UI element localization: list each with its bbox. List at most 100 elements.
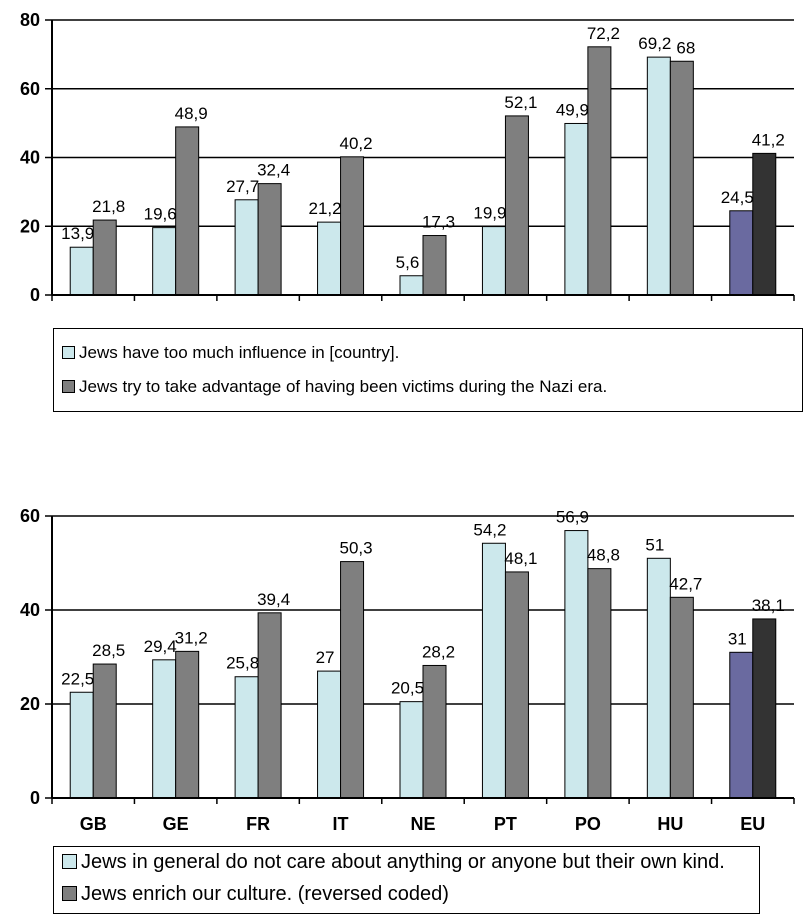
bar-series1 <box>729 651 754 799</box>
bar-series2 <box>587 46 612 296</box>
data-label-series1: 24,5 <box>721 188 754 207</box>
legend-bottom: Jews in general do not care about anythi… <box>53 846 760 914</box>
bar-series1 <box>234 199 259 296</box>
legend-swatch-series2 <box>62 380 75 393</box>
bar-series1 <box>234 676 259 799</box>
bar-series1 <box>481 542 506 799</box>
bar-series1 <box>152 227 177 296</box>
bar-series1 <box>564 530 589 799</box>
legend-label-series1: Jews have too much influence in [country… <box>79 343 400 362</box>
x-tick-label: IT <box>333 814 349 834</box>
legend-item-series2: Jews enrich our culture. (reversed coded… <box>62 883 449 906</box>
bar-series1 <box>317 670 342 799</box>
bar-series2 <box>92 219 117 296</box>
bar-series1 <box>729 210 754 296</box>
bar-series2 <box>175 650 200 799</box>
data-label-series2: 41,2 <box>752 130 785 149</box>
bar-series2 <box>257 183 282 296</box>
data-label-series1: 22,5 <box>61 669 94 688</box>
x-tick-label: HU <box>657 814 683 834</box>
data-label-series1: 31 <box>728 629 747 648</box>
bar-series2 <box>587 568 612 799</box>
data-label-series1: 19,9 <box>473 204 506 223</box>
data-label-series1: 27 <box>316 648 335 667</box>
x-tick-label: PO <box>575 814 601 834</box>
y-tick-label: 0 <box>30 285 40 305</box>
data-label-series2: 21,8 <box>92 197 125 216</box>
data-label-series2: 28,5 <box>92 641 125 660</box>
chart-top: 02040608013,921,8GB19,648,9GE27,732,4FR2… <box>20 10 795 305</box>
legend-swatch-series1 <box>62 346 75 359</box>
y-tick-label: 40 <box>20 600 40 620</box>
data-label-series2: 48,1 <box>504 549 537 568</box>
data-label-series2: 28,2 <box>422 642 455 661</box>
bar-series2 <box>669 596 694 799</box>
bar-series2 <box>422 235 447 296</box>
y-tick-label: 80 <box>20 10 40 30</box>
x-tick-label: NE <box>410 814 435 834</box>
bar-series2 <box>752 618 777 799</box>
legend-top: Jews have too much influence in [country… <box>53 328 803 412</box>
data-label-series1: 51 <box>645 535 664 554</box>
x-tick-label: GB <box>80 814 107 834</box>
legend-item-series2: Jews try to take advantage of having bee… <box>62 377 607 397</box>
data-label-series2: 72,2 <box>587 24 620 43</box>
data-label-series1: 29,4 <box>144 637 177 656</box>
y-tick-label: 40 <box>20 148 40 168</box>
data-label-series1: 25,8 <box>226 654 259 673</box>
legend-label-series1: Jews in general do not care about anythi… <box>81 851 725 873</box>
data-label-series2: 48,8 <box>587 546 620 565</box>
bar-series2 <box>92 663 117 799</box>
y-tick-label: 0 <box>30 788 40 808</box>
x-tick-label: GE <box>163 814 189 834</box>
legend-label-series2: Jews enrich our culture. (reversed coded… <box>81 883 449 905</box>
data-label-series2: 17,3 <box>422 213 455 232</box>
bar-series2 <box>752 152 777 296</box>
data-label-series2: 42,7 <box>669 574 702 593</box>
data-label-series1: 54,2 <box>473 520 506 539</box>
bar-series2 <box>257 612 282 799</box>
x-tick-label: PT <box>494 814 517 834</box>
bar-series1 <box>564 122 589 296</box>
bar-series2 <box>422 664 447 799</box>
bar-series1 <box>399 701 424 799</box>
bar-series2 <box>669 60 694 296</box>
data-label-series1: 20,5 <box>391 679 424 698</box>
bar-series1 <box>399 275 424 296</box>
bar-series2 <box>504 115 529 296</box>
bar-series1 <box>69 246 94 296</box>
bar-series2 <box>340 156 365 296</box>
data-label-series1: 69,2 <box>638 34 671 53</box>
data-label-series2: 38,1 <box>752 596 785 615</box>
data-label-series1: 27,7 <box>226 177 259 196</box>
data-label-series2: 68 <box>676 38 695 57</box>
data-label-series1: 19,6 <box>144 205 177 224</box>
data-label-series1: 21,2 <box>309 199 342 218</box>
bar-series2 <box>340 561 365 799</box>
y-tick-label: 60 <box>20 506 40 526</box>
data-label-series2: 50,3 <box>340 539 373 558</box>
legend-item-series1: Jews have too much influence in [country… <box>62 343 399 363</box>
data-label-series2: 48,9 <box>175 104 208 123</box>
data-label-series2: 40,2 <box>340 134 373 153</box>
y-tick-label: 20 <box>20 216 40 236</box>
legend-swatch-series2 <box>62 886 77 901</box>
bar-series2 <box>175 126 200 296</box>
data-label-series1: 56,9 <box>556 508 589 527</box>
bar-series1 <box>646 56 671 296</box>
data-label-series2: 32,4 <box>257 161 290 180</box>
legend-swatch-series1 <box>62 854 77 869</box>
y-tick-label: 20 <box>20 694 40 714</box>
chart-bottom: 0 20 40 60 22,5 28,5 GB 29,431,2 GE 25,8 39,4 FR 27 5… <box>20 506 795 834</box>
data-label-series1: 5,6 <box>396 253 420 272</box>
legend-item-series1: Jews in general do not care about anythi… <box>62 851 725 874</box>
bar-series2 <box>504 571 529 799</box>
data-label-series1: 49,9 <box>556 100 589 119</box>
y-tick-label: 60 <box>20 79 40 99</box>
data-label-series1: 13,9 <box>61 224 94 243</box>
x-tick-label: FR <box>246 814 270 834</box>
bar-series1 <box>646 557 671 799</box>
data-label-series2: 31,2 <box>175 628 208 647</box>
data-label-series2: 39,4 <box>257 590 290 609</box>
x-tick-label: EU <box>740 814 765 834</box>
